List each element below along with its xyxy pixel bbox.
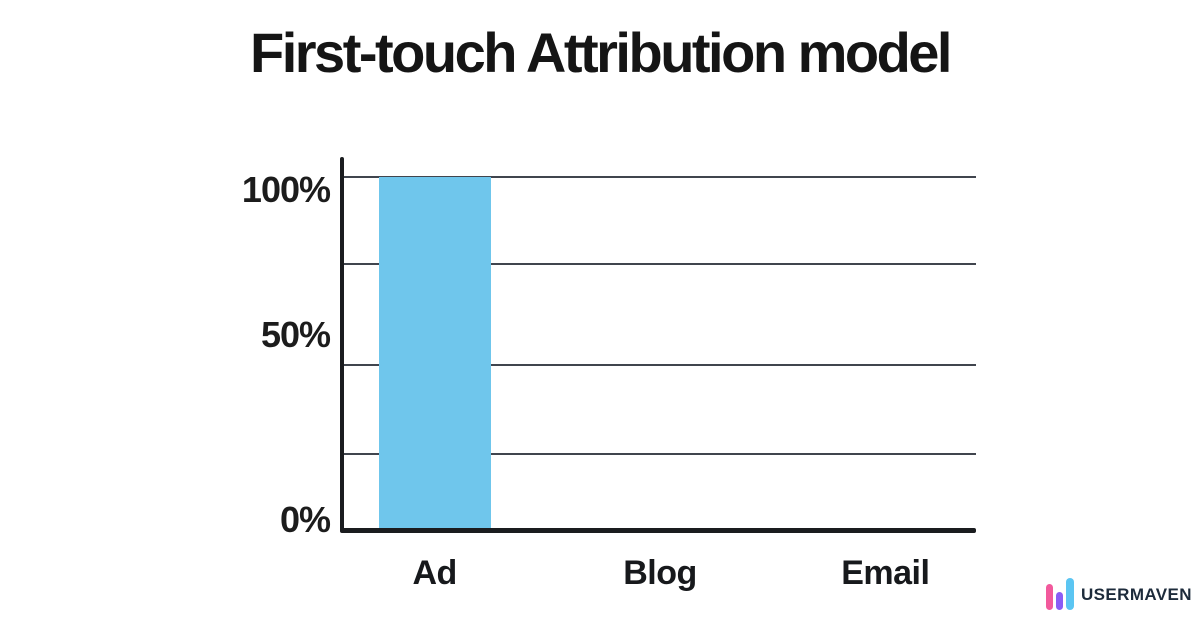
bar-slot-email [773, 177, 998, 528]
usermaven-logo: USERMAVEN [1046, 578, 1192, 610]
y-tick-label-50: 50% [260, 314, 331, 355]
y-tick-label-0: 0% [279, 499, 331, 540]
gridline-50 [344, 364, 976, 366]
usermaven-logo-icon [1046, 578, 1074, 610]
x-axis-label-ad: Ad [412, 554, 458, 592]
bar-ad [378, 177, 491, 528]
logo-blue-bar-icon [1066, 578, 1074, 610]
x-axis-label-blog: Blog [623, 554, 697, 592]
gridline-100 [344, 176, 976, 178]
y-axis-line [340, 157, 344, 532]
bar-slot-blog [547, 177, 772, 528]
plot-area [322, 177, 998, 528]
logo-purple-bar-icon [1056, 592, 1063, 610]
y-tick-label-100: 100% [241, 169, 331, 210]
x-axis-labels: Ad Blog Email [322, 556, 998, 590]
x-axis-label-email: Email [841, 554, 930, 592]
chart-title: First-touch Attribution model [250, 21, 953, 84]
gridline-25 [344, 453, 976, 455]
x-axis-line [340, 528, 976, 533]
logo-pink-bar-icon [1046, 584, 1053, 610]
bar-slot-ad [322, 177, 547, 528]
usermaven-logo-text: USERMAVEN [1081, 585, 1192, 604]
gridline-75 [344, 263, 976, 265]
